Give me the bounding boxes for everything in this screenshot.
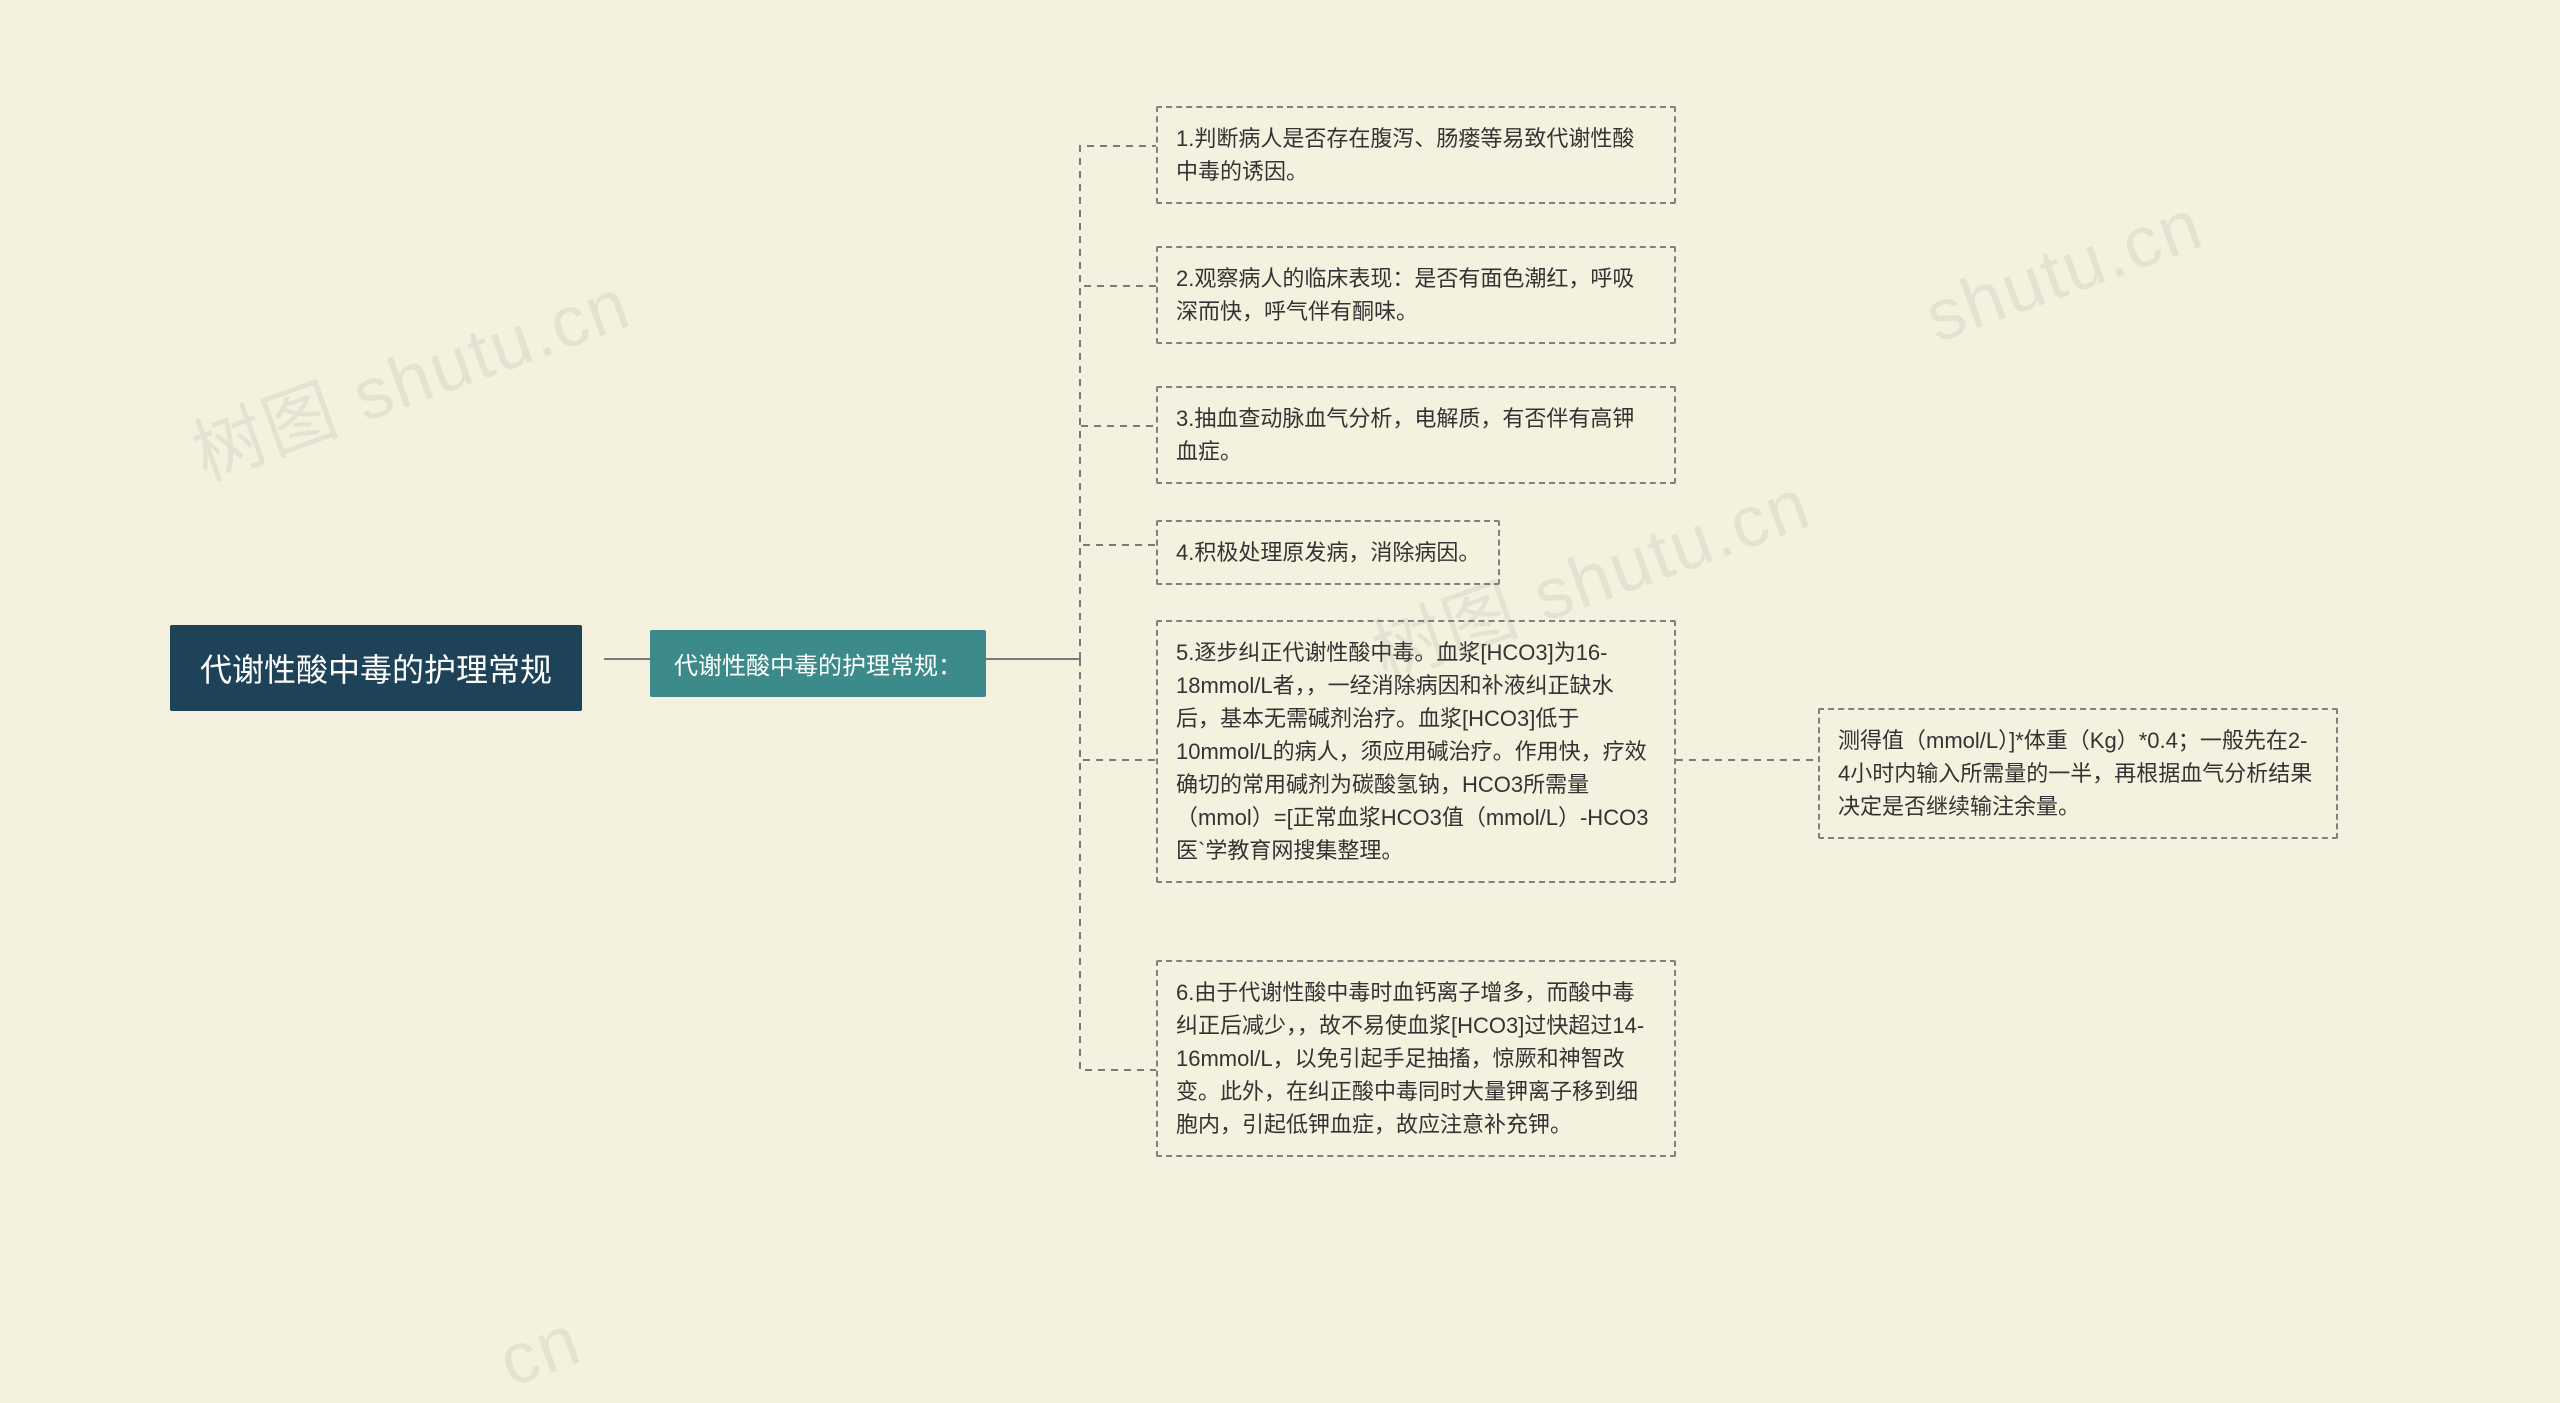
- root-text: 代谢性酸中毒的护理常规: [200, 652, 552, 688]
- leaf-node-3: 3.抽血查动脉血气分析，电解质，有否伴有高钾血症。: [1156, 386, 1676, 484]
- leaf-text-5: 5.逐步纠正代谢性酸中毒。血浆[HCO3]为16-18mmol/L者，，一经消除…: [1176, 640, 1648, 863]
- leaf-text-4: 4.积极处理原发病，消除病因。: [1176, 540, 1480, 565]
- leaf-node-1: 1.判断病人是否存在腹泻、肠瘘等易致代谢性酸中毒的诱因。: [1156, 106, 1676, 204]
- leaf-text-3: 3.抽血查动脉血气分析，电解质，有否伴有高钾血症。: [1176, 406, 1634, 464]
- sub-node: 代谢性酸中毒的护理常规：: [650, 630, 986, 697]
- detail-node: 测得值（mmol/L）]*体重（Kg）*0.4；一般先在2-4小时内输入所需量的…: [1818, 708, 2338, 839]
- root-node: 代谢性酸中毒的护理常规: [170, 625, 582, 711]
- mindmap-diagram: 代谢性酸中毒的护理常规 代谢性酸中毒的护理常规： 1.判断病人是否存在腹泻、肠瘘…: [0, 0, 2560, 1397]
- sub-text: 代谢性酸中毒的护理常规：: [674, 653, 962, 680]
- leaf-text-6: 6.由于代谢性酸中毒时血钙离子增多，而酸中毒纠正后减少，，故不易使血浆[HCO3…: [1176, 980, 1644, 1137]
- leaf-node-2: 2.观察病人的临床表现：是否有面色潮红，呼吸深而快，呼气伴有酮味。: [1156, 246, 1676, 344]
- detail-text: 测得值（mmol/L）]*体重（Kg）*0.4；一般先在2-4小时内输入所需量的…: [1838, 728, 2312, 819]
- leaf-text-1: 1.判断病人是否存在腹泻、肠瘘等易致代谢性酸中毒的诱因。: [1176, 126, 1634, 184]
- leaf-node-4: 4.积极处理原发病，消除病因。: [1156, 520, 1500, 585]
- leaf-text-2: 2.观察病人的临床表现：是否有面色潮红，呼吸深而快，呼气伴有酮味。: [1176, 266, 1634, 324]
- leaf-node-5: 5.逐步纠正代谢性酸中毒。血浆[HCO3]为16-18mmol/L者，，一经消除…: [1156, 620, 1676, 883]
- leaf-node-6: 6.由于代谢性酸中毒时血钙离子增多，而酸中毒纠正后减少，，故不易使血浆[HCO3…: [1156, 960, 1676, 1157]
